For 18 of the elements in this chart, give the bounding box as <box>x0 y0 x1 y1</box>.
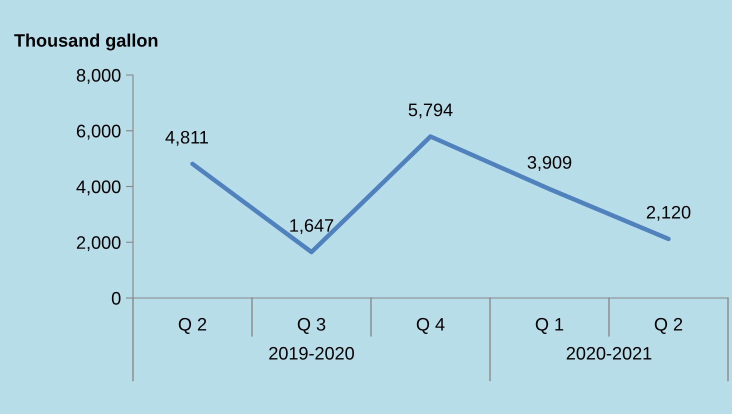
text: 2019-2020 <box>269 346 354 360</box>
data-label: 4,811 <box>165 130 208 146</box>
text: 2020-2021 <box>566 346 652 360</box>
y-tick-label: 4,000 <box>76 180 120 196</box>
y-tick-label: 2,000 <box>76 236 120 252</box>
y-axis-title: Thousand gallon <box>14 34 158 50</box>
y-tick-label: 0 <box>112 292 120 305</box>
x-tick-label: Q 3 <box>298 318 326 334</box>
data-label: 5,794 <box>408 103 453 118</box>
y-tick-label: 8,000 <box>76 68 120 84</box>
y-tick-label: 6,000 <box>76 124 120 140</box>
data-label: 1,647 <box>290 219 334 234</box>
x-tick-label: Q 2 <box>654 318 682 334</box>
x-tick-label: Q 4 <box>416 318 445 334</box>
x-tick-label: Q 1 <box>536 318 564 334</box>
data-label: 2,120 <box>646 206 690 221</box>
data-label: 3,909 <box>528 156 572 171</box>
x-tick-label: Q 2 <box>178 318 206 334</box>
